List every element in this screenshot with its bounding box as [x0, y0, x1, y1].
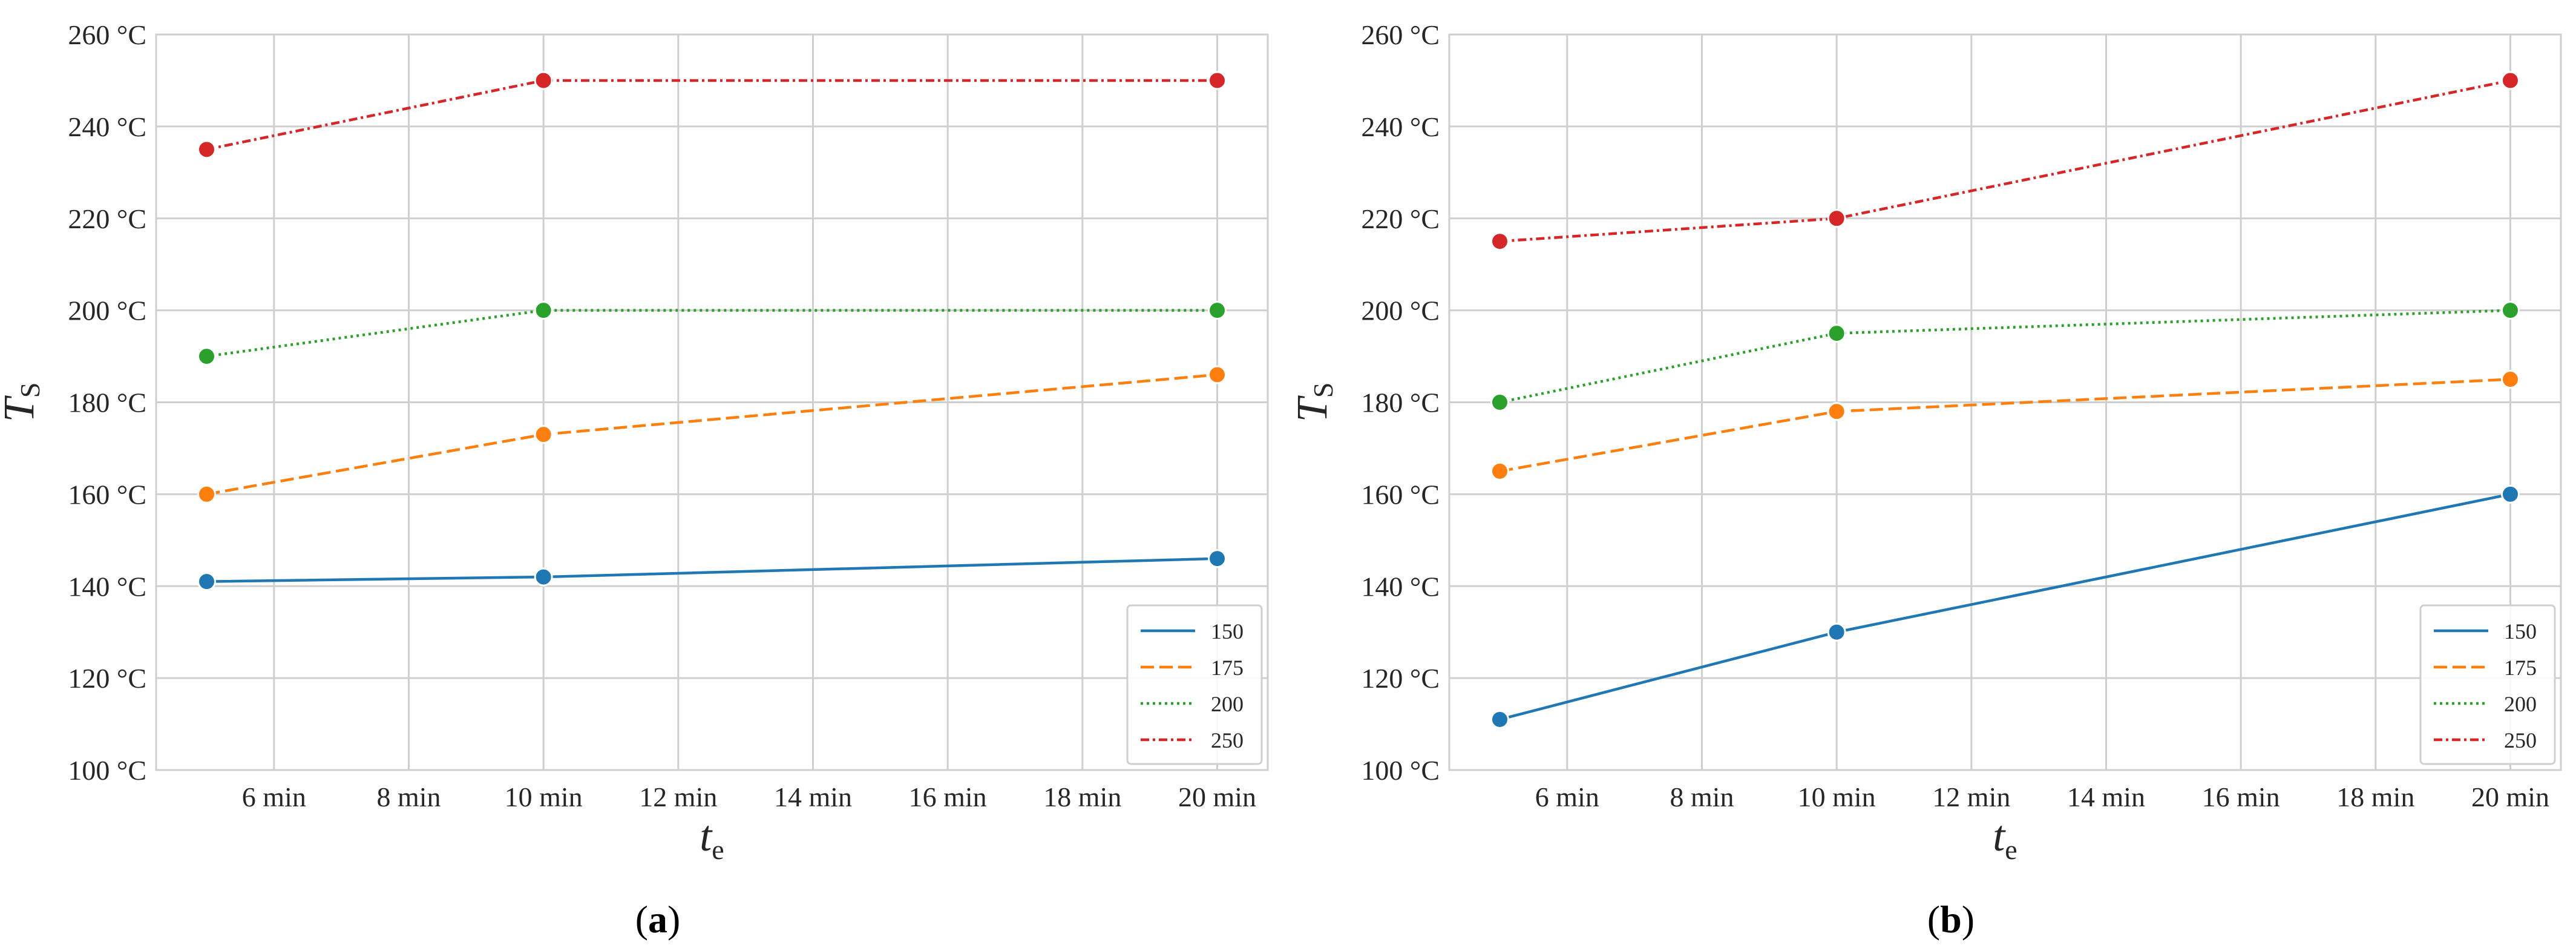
- y-tick-label: 100 °C: [68, 755, 146, 786]
- x-axis-label: te: [700, 812, 724, 865]
- data-point-200: [1490, 393, 1509, 412]
- x-tick-label: 8 min: [1670, 782, 1734, 812]
- x-axis-label: te: [1993, 812, 2017, 865]
- data-point-250: [1208, 71, 1227, 90]
- x-tick-label: 12 min: [1932, 782, 2010, 812]
- data-point-175: [197, 484, 216, 504]
- data-point-150: [1827, 622, 1846, 642]
- series-line-150: [1499, 493, 2511, 721]
- x-tick-label: 10 min: [505, 782, 583, 812]
- data-point-250: [2501, 71, 2520, 90]
- y-tick-label: 260 °C: [1361, 19, 1440, 50]
- series-line-200: [206, 309, 1218, 358]
- y-tick-label: 140 °C: [68, 571, 146, 602]
- chart-panel-b: 100 °C 120 °C 140 °C 160 °C 180 °C 200 °C 220 …: [1288, 19, 2562, 865]
- x-tick-label: 6 min: [242, 782, 306, 812]
- legend: [1126, 604, 1263, 765]
- y-tick-label: 220 °C: [68, 203, 146, 234]
- y-tick-label: 180 °C: [1361, 387, 1440, 418]
- legend: [2419, 604, 2556, 765]
- data-point-175: [534, 425, 553, 444]
- legend-label-175: 175: [2504, 656, 2537, 680]
- legend-label-150: 150: [2504, 619, 2537, 644]
- legend-label-150: 150: [1211, 619, 1244, 644]
- legend-label-250: 250: [1211, 728, 1244, 752]
- data-point-175: [2501, 370, 2520, 389]
- data-point-200: [1827, 324, 1846, 343]
- series-line-175: [206, 373, 1218, 496]
- x-tick-label: 20 min: [1178, 782, 1256, 812]
- legend-label-175: 175: [1211, 656, 1244, 680]
- data-point-250: [1827, 209, 1846, 228]
- panel-caption-a: (a): [635, 898, 681, 941]
- y-tick-label: 140 °C: [1361, 571, 1440, 602]
- data-point-250: [534, 71, 553, 90]
- plot-frame: [155, 33, 1269, 771]
- data-point-150: [1208, 549, 1227, 568]
- legend-label-200: 200: [1211, 692, 1244, 716]
- y-tick-label: 160 °C: [68, 479, 146, 510]
- data-point-250: [1490, 232, 1509, 251]
- x-tick-label: 16 min: [909, 782, 987, 812]
- x-tick-label: 18 min: [1043, 782, 1121, 812]
- data-point-150: [2501, 484, 2520, 504]
- y-tick-label: 120 °C: [1361, 663, 1440, 694]
- y-tick-label: 180 °C: [68, 387, 146, 418]
- data-point-175: [1490, 461, 1509, 481]
- data-point-200: [1208, 301, 1227, 320]
- series-line-250: [1499, 79, 2511, 243]
- data-point-200: [2501, 301, 2520, 320]
- y-tick-label: 120 °C: [68, 663, 146, 694]
- data-point-150: [534, 567, 553, 587]
- x-tick-label: 6 min: [1535, 782, 1599, 812]
- x-tick-label: 10 min: [1798, 782, 1876, 812]
- x-tick-label: 16 min: [2202, 782, 2280, 812]
- y-tick-label: 240 °C: [1361, 111, 1440, 142]
- data-point-175: [1208, 365, 1227, 384]
- plot-frame: [1448, 33, 2562, 771]
- data-point-200: [534, 301, 553, 320]
- y-tick-label: 220 °C: [1361, 203, 1440, 234]
- y-tick-label: 240 °C: [68, 111, 146, 142]
- series-line-175: [1499, 378, 2511, 473]
- data-point-150: [197, 572, 216, 591]
- y-tick-label: 100 °C: [1361, 755, 1440, 786]
- x-tick-label: 8 min: [376, 782, 441, 812]
- y-axis-label: TS: [0, 383, 45, 423]
- series-line-250: [206, 79, 1218, 151]
- data-point-150: [1490, 709, 1509, 729]
- y-tick-label: 200 °C: [68, 295, 146, 326]
- series-line-150: [206, 557, 1218, 583]
- data-point-250: [197, 140, 216, 159]
- x-tick-label: 12 min: [639, 782, 717, 812]
- x-tick-label: 14 min: [774, 782, 852, 812]
- legend-label-250: 250: [2504, 728, 2537, 752]
- data-point-200: [197, 347, 216, 366]
- panel-caption-b: (b): [1927, 898, 1975, 941]
- y-tick-label: 160 °C: [1361, 479, 1440, 510]
- data-point-175: [1827, 402, 1846, 421]
- chart-panel-a: 100 °C 120 °C 140 °C 160 °C 180 °C 200 °C 220 …: [0, 19, 1269, 865]
- x-tick-label: 18 min: [2336, 782, 2414, 812]
- x-tick-label: 20 min: [2471, 782, 2549, 812]
- series-line-200: [1499, 309, 2511, 404]
- x-tick-label: 14 min: [2067, 782, 2145, 812]
- y-axis-label: TS: [1288, 383, 1339, 423]
- y-tick-label: 260 °C: [68, 19, 146, 50]
- y-tick-label: 200 °C: [1361, 295, 1440, 326]
- legend-label-200: 200: [2504, 692, 2537, 716]
